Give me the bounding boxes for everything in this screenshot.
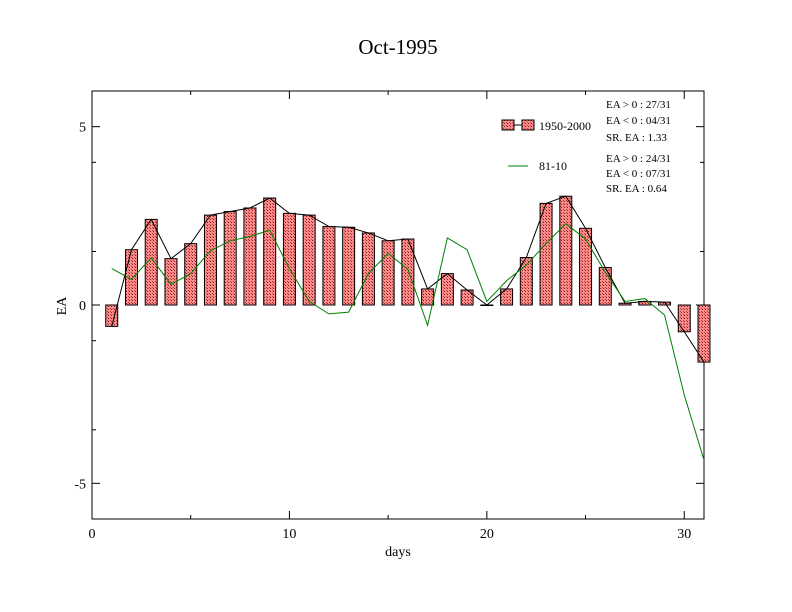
y-tick-label: 0 bbox=[79, 299, 86, 314]
x-tick-label: 0 bbox=[89, 527, 96, 542]
x-tick-label: 10 bbox=[282, 527, 296, 542]
legend-bar-swatch-right bbox=[521, 119, 535, 131]
bar bbox=[559, 195, 573, 306]
y-axis-label: EA bbox=[55, 296, 70, 316]
x-axis-ticks: 0 10 20 30 bbox=[89, 91, 691, 542]
series-line-81-10 bbox=[111, 223, 705, 461]
y-axis-ticks: -5 0 5 bbox=[74, 121, 704, 520]
bar bbox=[203, 214, 217, 306]
bar bbox=[263, 197, 277, 306]
legend-stat: EA < 0 : 07/31 bbox=[606, 168, 671, 180]
x-tick-label: 20 bbox=[480, 527, 494, 542]
bar bbox=[500, 288, 514, 306]
x-tick-label: 30 bbox=[677, 527, 691, 542]
bar-series bbox=[105, 195, 711, 363]
bar bbox=[381, 240, 395, 306]
bar bbox=[223, 211, 237, 306]
bar bbox=[460, 289, 474, 306]
bar bbox=[282, 212, 296, 306]
line-series bbox=[111, 223, 705, 461]
bar bbox=[677, 304, 691, 333]
bar-series-line bbox=[111, 195, 705, 363]
bar bbox=[421, 288, 435, 306]
bar bbox=[697, 304, 711, 363]
bar bbox=[302, 214, 316, 306]
legend-stat: SR. EA : 1.33 bbox=[606, 132, 667, 144]
legend-stat: SR. EA : 0.64 bbox=[606, 183, 667, 195]
legend-stat: EA < 0 : 04/31 bbox=[606, 115, 671, 127]
bar bbox=[322, 226, 336, 306]
legend-label-81-10: 81-10 bbox=[539, 159, 567, 173]
y-tick-label: 5 bbox=[79, 121, 86, 136]
legend-label-1950-2000: 1950-2000 bbox=[539, 119, 591, 133]
legend-stat: EA > 0 : 24/31 bbox=[606, 153, 671, 165]
bar bbox=[184, 243, 198, 306]
legend-bar-swatch-left bbox=[501, 119, 515, 131]
bar bbox=[598, 267, 612, 306]
chart-title: Oct-1995 bbox=[358, 35, 437, 59]
legend-stat: EA > 0 : 27/31 bbox=[606, 99, 671, 111]
bar bbox=[440, 273, 454, 306]
y-tick-label: -5 bbox=[74, 477, 86, 492]
x-axis-label: days bbox=[385, 545, 411, 560]
bar bbox=[539, 202, 553, 306]
bar bbox=[342, 226, 356, 306]
legend: 1950-2000 81-10 EA > 0 : 27/31 EA < 0 : … bbox=[501, 99, 671, 195]
bar bbox=[243, 207, 257, 306]
